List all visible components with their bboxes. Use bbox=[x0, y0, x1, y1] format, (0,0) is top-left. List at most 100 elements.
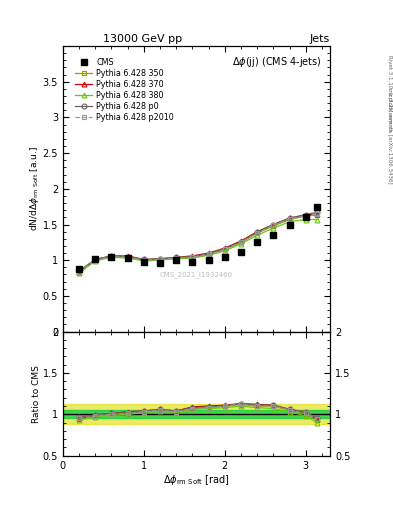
Pythia 6.428 p2010 bbox=[141, 257, 146, 263]
CMS bbox=[222, 253, 227, 260]
X-axis label: $\Delta\phi_{\rm rm\ Soft}$ [rad]: $\Delta\phi_{\rm rm\ Soft}$ [rad] bbox=[163, 473, 230, 487]
Pythia 6.428 370 bbox=[287, 215, 292, 221]
CMS bbox=[141, 259, 146, 265]
Legend: CMS, Pythia 6.428 350, Pythia 6.428 370, Pythia 6.428 380, Pythia 6.428 p0, Pyth: CMS, Pythia 6.428 350, Pythia 6.428 370,… bbox=[72, 56, 176, 125]
Y-axis label: Ratio to CMS: Ratio to CMS bbox=[32, 365, 41, 422]
Pythia 6.428 370 bbox=[190, 253, 195, 259]
Pythia 6.428 350 bbox=[222, 246, 227, 252]
Pythia 6.428 p0 bbox=[287, 215, 292, 221]
Pythia 6.428 380 bbox=[158, 257, 162, 263]
CMS bbox=[174, 257, 178, 263]
Pythia 6.428 p0 bbox=[190, 253, 195, 260]
Pythia 6.428 p0 bbox=[125, 253, 130, 260]
Pythia 6.428 350 bbox=[190, 254, 195, 261]
Pythia 6.428 p2010 bbox=[255, 230, 260, 236]
Pythia 6.428 370 bbox=[158, 255, 162, 262]
Bar bbox=[63, 410, 330, 418]
Pythia 6.428 370 bbox=[141, 257, 146, 263]
Bar bbox=[63, 404, 330, 424]
Pythia 6.428 p2010 bbox=[222, 246, 227, 252]
Pythia 6.428 p2010 bbox=[158, 257, 162, 263]
Pythia 6.428 350 bbox=[206, 251, 211, 258]
Pythia 6.428 p2010 bbox=[174, 255, 178, 261]
Pythia 6.428 370 bbox=[239, 238, 243, 244]
Pythia 6.428 370 bbox=[315, 211, 320, 217]
Pythia 6.428 p0 bbox=[206, 251, 211, 257]
Text: CMS_2021_I1932460: CMS_2021_I1932460 bbox=[160, 271, 233, 278]
CMS bbox=[93, 255, 97, 262]
Pythia 6.428 p2010 bbox=[125, 254, 130, 261]
Line: Pythia 6.428 350: Pythia 6.428 350 bbox=[77, 213, 320, 275]
Pythia 6.428 p2010 bbox=[271, 222, 276, 228]
Pythia 6.428 350 bbox=[315, 212, 320, 218]
Pythia 6.428 p0 bbox=[303, 211, 308, 218]
Pythia 6.428 370 bbox=[222, 245, 227, 251]
CMS bbox=[287, 221, 292, 227]
Pythia 6.428 350 bbox=[287, 217, 292, 223]
Pythia 6.428 p0 bbox=[239, 239, 243, 245]
Pythia 6.428 350 bbox=[141, 257, 146, 263]
Pythia 6.428 350 bbox=[158, 257, 162, 263]
Pythia 6.428 p0 bbox=[109, 253, 114, 259]
Pythia 6.428 370 bbox=[206, 250, 211, 256]
Pythia 6.428 380 bbox=[315, 217, 320, 223]
Pythia 6.428 380 bbox=[190, 255, 195, 261]
Pythia 6.428 350 bbox=[77, 269, 81, 275]
Pythia 6.428 350 bbox=[239, 239, 243, 245]
CMS bbox=[190, 259, 195, 265]
Pythia 6.428 p2010 bbox=[239, 239, 243, 245]
Pythia 6.428 370 bbox=[93, 257, 97, 263]
CMS bbox=[125, 255, 130, 261]
CMS bbox=[77, 266, 81, 272]
Pythia 6.428 380 bbox=[303, 217, 308, 223]
Pythia 6.428 p0 bbox=[271, 221, 276, 227]
CMS bbox=[315, 204, 320, 210]
Title: 13000 GeV pp: 13000 GeV pp bbox=[103, 34, 183, 44]
Pythia 6.428 p2010 bbox=[109, 253, 114, 260]
Pythia 6.428 p2010 bbox=[190, 254, 195, 261]
Line: Pythia 6.428 p2010: Pythia 6.428 p2010 bbox=[77, 211, 320, 274]
Pythia 6.428 350 bbox=[109, 253, 114, 260]
Pythia 6.428 380 bbox=[109, 254, 114, 261]
Pythia 6.428 370 bbox=[303, 212, 308, 218]
Pythia 6.428 p0 bbox=[77, 268, 81, 274]
Pythia 6.428 380 bbox=[206, 252, 211, 258]
Line: CMS: CMS bbox=[75, 203, 321, 272]
Pythia 6.428 p2010 bbox=[287, 216, 292, 222]
Pythia 6.428 p2010 bbox=[303, 213, 308, 219]
Pythia 6.428 370 bbox=[109, 253, 114, 259]
CMS bbox=[303, 215, 308, 221]
Pythia 6.428 p0 bbox=[141, 257, 146, 263]
Pythia 6.428 p0 bbox=[174, 254, 178, 261]
Pythia 6.428 380 bbox=[174, 255, 178, 262]
Pythia 6.428 380 bbox=[239, 241, 243, 247]
Pythia 6.428 370 bbox=[125, 253, 130, 259]
Pythia 6.428 380 bbox=[255, 232, 260, 238]
Pythia 6.428 p0 bbox=[315, 209, 320, 216]
CMS bbox=[158, 260, 162, 266]
Pythia 6.428 380 bbox=[287, 219, 292, 225]
CMS bbox=[239, 248, 243, 254]
Pythia 6.428 380 bbox=[93, 258, 97, 264]
Pythia 6.428 380 bbox=[141, 258, 146, 264]
Pythia 6.428 p0 bbox=[222, 246, 227, 252]
CMS bbox=[271, 232, 276, 238]
Pythia 6.428 370 bbox=[77, 268, 81, 274]
Y-axis label: dN/d$\Delta\phi_{\rm rm\ Soft}$ [a.u.]: dN/d$\Delta\phi_{\rm rm\ Soft}$ [a.u.] bbox=[28, 146, 41, 231]
Pythia 6.428 350 bbox=[271, 223, 276, 229]
Pythia 6.428 p2010 bbox=[93, 257, 97, 263]
Line: Pythia 6.428 p0: Pythia 6.428 p0 bbox=[77, 210, 320, 273]
Pythia 6.428 p2010 bbox=[315, 211, 320, 217]
Pythia 6.428 350 bbox=[93, 257, 97, 263]
Text: $\Delta\phi$(jj) (CMS 4-jets): $\Delta\phi$(jj) (CMS 4-jets) bbox=[232, 55, 322, 69]
Pythia 6.428 p0 bbox=[158, 255, 162, 262]
Pythia 6.428 380 bbox=[77, 270, 81, 276]
Pythia 6.428 p2010 bbox=[77, 268, 81, 274]
Pythia 6.428 350 bbox=[255, 230, 260, 236]
Pythia 6.428 380 bbox=[222, 248, 227, 254]
Line: Pythia 6.428 370: Pythia 6.428 370 bbox=[77, 211, 320, 274]
Line: Pythia 6.428 380: Pythia 6.428 380 bbox=[77, 217, 320, 275]
Pythia 6.428 350 bbox=[174, 255, 178, 261]
Text: Jets: Jets bbox=[310, 33, 330, 44]
Pythia 6.428 p0 bbox=[255, 229, 260, 236]
